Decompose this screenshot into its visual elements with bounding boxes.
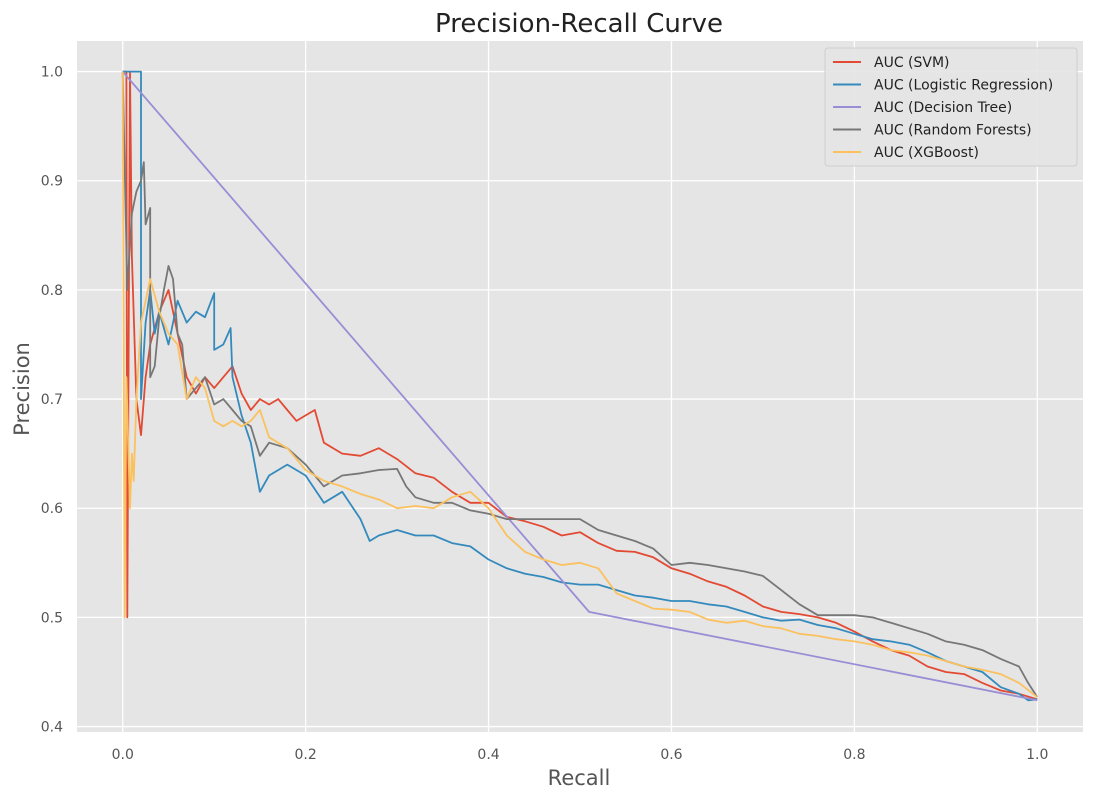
y-tick-label: 0.4: [41, 720, 63, 736]
y-tick-label: 0.8: [41, 283, 63, 299]
grid: [77, 41, 1083, 732]
x-tick-label: 0.6: [660, 747, 682, 763]
x-tick-label: 0.2: [295, 747, 317, 763]
series-lines: [121, 70, 1039, 702]
x-tick-label: 0.4: [477, 747, 499, 763]
legend-label: AUC (SVM): [874, 55, 950, 71]
series-line-1: [122, 70, 1038, 702]
y-tick-label: 1.0: [41, 65, 63, 81]
y-axis-label: Precision: [10, 342, 34, 436]
legend-label: AUC (Decision Tree): [874, 100, 1012, 116]
series-line-2: [122, 71, 1038, 702]
y-tick-label: 0.9: [41, 174, 63, 190]
y-tick-label: 0.5: [41, 610, 63, 626]
tick-labels: 0.0 0.2 0.4 0.6 0.8 1.0 0.4 0.5 0.6 0.7 0.8 0.9 1.0: [41, 65, 1049, 763]
y-tick-label: 0.6: [41, 501, 63, 517]
chart-title: Precision-Recall Curve: [435, 9, 723, 39]
series-line-4: [121, 71, 1038, 698]
legend-label: AUC (Random Forests): [874, 123, 1032, 139]
x-tick-label: 0.0: [112, 747, 134, 763]
legend-box: [824, 47, 1078, 167]
legend-label: AUC (Logistic Regression): [874, 78, 1053, 94]
x-tick-label: 0.8: [843, 747, 865, 763]
x-tick-label: 1.0: [1026, 747, 1048, 763]
x-axis-label: Recall: [548, 766, 611, 790]
legend: AUC (SVM) AUC (Logistic Regression) AUC (D…: [824, 47, 1078, 167]
y-tick-label: 0.7: [41, 392, 63, 408]
series-line-3: [121, 71, 1039, 698]
legend-label: AUC (XGBoost): [874, 145, 979, 161]
